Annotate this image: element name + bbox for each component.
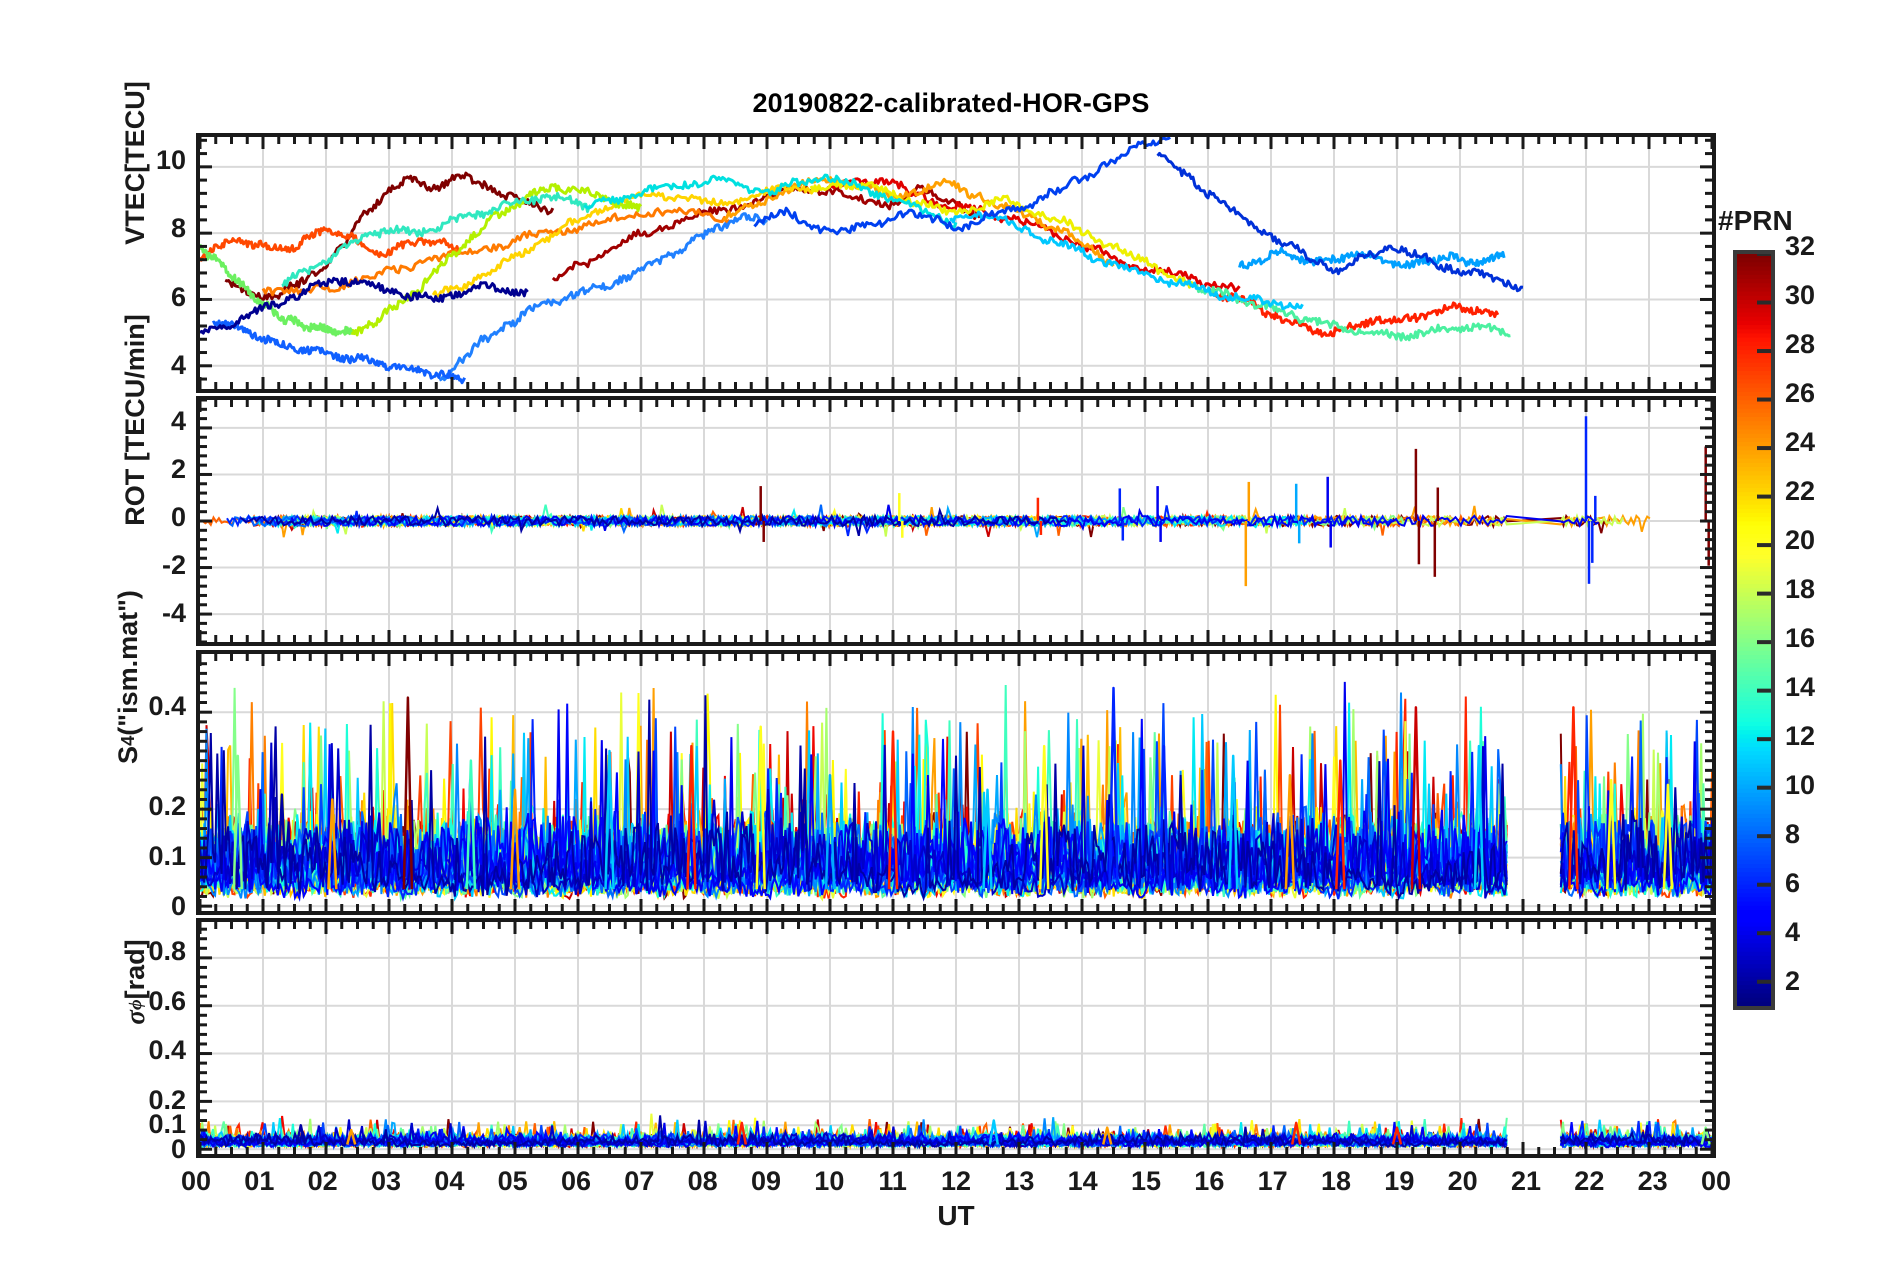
x-tick-label: 11 bbox=[878, 1166, 907, 1196]
panel-sigma-phi bbox=[196, 918, 1716, 1158]
x-tick-label: 02 bbox=[307, 1166, 338, 1196]
x-tick-label: 00 bbox=[1700, 1166, 1732, 1196]
y-tick-label-rot: -4 bbox=[161, 598, 186, 629]
x-tick-label: 08 bbox=[687, 1166, 718, 1196]
x-tick-label: 22 bbox=[1574, 1166, 1605, 1196]
y-tick-label-vtec: 6 bbox=[170, 281, 186, 312]
panel-rot bbox=[196, 396, 1716, 646]
y-tick-label-vtec: 4 bbox=[170, 350, 186, 381]
y-tick-label-vtec: 8 bbox=[170, 213, 186, 244]
colorbar-tick-label: 22 bbox=[1785, 476, 1816, 507]
y-tick-label-sigma_phi: 0 bbox=[170, 1134, 186, 1165]
y-tick-label-rot: -2 bbox=[161, 550, 186, 581]
y-tick-label-sigma_phi: 0.2 bbox=[148, 1084, 186, 1115]
panel-vtec bbox=[196, 133, 1716, 393]
y-tick-label-sigma_phi: 0.1 bbox=[148, 1109, 186, 1140]
x-tick-label: 03 bbox=[370, 1166, 402, 1196]
x-tick-label: 01 bbox=[244, 1166, 275, 1196]
colorbar-tick-label: 18 bbox=[1785, 574, 1816, 605]
x-tick-label: 10 bbox=[814, 1166, 845, 1196]
x-tick-label: 17 bbox=[1257, 1166, 1288, 1196]
y-tick-label-sigma_phi: 0.4 bbox=[148, 1035, 186, 1066]
y-tick-label-vtec: 10 bbox=[155, 144, 186, 175]
sigma-phi-axis-label: σ ϕ [rad] bbox=[119, 939, 150, 1025]
colorbar-tick-label: 14 bbox=[1785, 672, 1816, 703]
colorbar-title: #PRN bbox=[1718, 205, 1793, 236]
x-tick-label: 21 bbox=[1510, 1166, 1542, 1196]
x-tick-label: 09 bbox=[750, 1166, 782, 1196]
y-tick-label-rot: 4 bbox=[170, 405, 186, 436]
x-tick-label: 19 bbox=[1384, 1166, 1415, 1196]
x-tick-label: 05 bbox=[497, 1166, 528, 1196]
x-tick-label: 23 bbox=[1637, 1166, 1668, 1196]
x-tick-label: 06 bbox=[560, 1166, 592, 1196]
y-tick-label-s4: 0 bbox=[170, 891, 186, 921]
x-tick-label: 07 bbox=[624, 1166, 655, 1196]
panel-s4 bbox=[196, 650, 1716, 915]
colorbar-tick-label: 10 bbox=[1785, 770, 1816, 801]
y-tick-label-sigma_phi: 0.6 bbox=[148, 985, 186, 1016]
x-tick-label: 00 bbox=[180, 1166, 212, 1196]
y-tick-label-s4: 0.4 bbox=[148, 691, 186, 721]
x-tick-label: 04 bbox=[434, 1166, 465, 1196]
figure-title: 20190822-calibrated-HOR-GPS bbox=[752, 88, 1150, 118]
x-axis-label: UT bbox=[937, 1200, 975, 1231]
x-tick-label: 18 bbox=[1320, 1166, 1352, 1196]
colorbar-tick-label: 4 bbox=[1785, 917, 1801, 948]
colorbar-tick-label: 28 bbox=[1785, 329, 1816, 360]
colorbar-tick-label: 30 bbox=[1785, 280, 1816, 311]
x-tick-label: 16 bbox=[1194, 1166, 1225, 1196]
colorbar-tick-label: 20 bbox=[1785, 525, 1816, 556]
colorbar-tick-label: 12 bbox=[1785, 721, 1816, 752]
y-tick-label-sigma_phi: 0.8 bbox=[148, 936, 186, 967]
x-tick-label: 20 bbox=[1447, 1166, 1478, 1196]
colorbar[interactable] bbox=[1733, 250, 1775, 1010]
colorbar-tick-label: 16 bbox=[1785, 623, 1816, 654]
y-tick-label-rot: 2 bbox=[170, 453, 186, 484]
colorbar-tick-label: 2 bbox=[1785, 966, 1801, 997]
y-tick-label-rot: 0 bbox=[170, 502, 186, 532]
colorbar-tick-label: 32 bbox=[1785, 231, 1816, 261]
x-tick-label: 12 bbox=[940, 1166, 972, 1196]
colorbar-tick-label: 8 bbox=[1785, 819, 1801, 850]
y-tick-label-s4: 0.1 bbox=[148, 841, 186, 871]
colorbar-tick-label: 6 bbox=[1785, 868, 1801, 899]
x-tick-label: 13 bbox=[1004, 1166, 1035, 1196]
colorbar-tick-label: 26 bbox=[1785, 378, 1816, 409]
y-tick-label-s4: 0.2 bbox=[148, 791, 186, 821]
colorbar-tick-label: 24 bbox=[1785, 427, 1816, 458]
x-tick-label: 15 bbox=[1130, 1166, 1162, 1196]
x-tick-label: 14 bbox=[1067, 1166, 1098, 1196]
